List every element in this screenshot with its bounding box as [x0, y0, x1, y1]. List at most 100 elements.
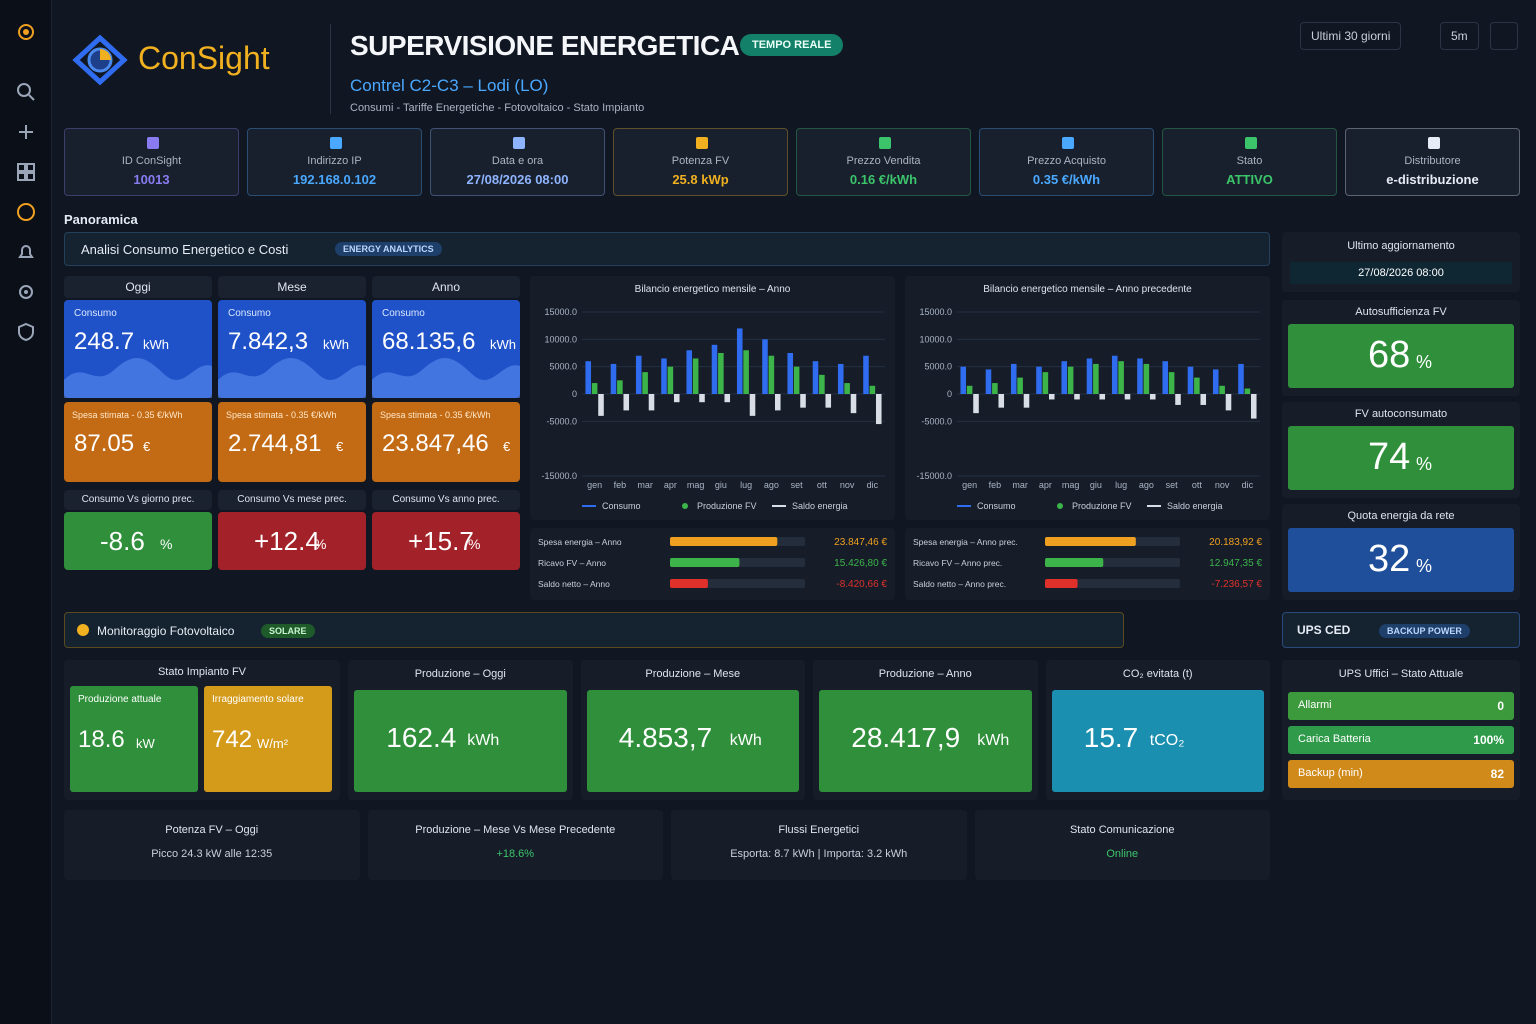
bar — [736, 328, 743, 394]
dashboards-icon[interactable] — [14, 160, 38, 184]
x-tick-label: ago — [1139, 480, 1154, 490]
x-tick-label: apr — [1039, 480, 1052, 490]
card-icon — [329, 137, 342, 149]
explore-icon[interactable] — [14, 200, 38, 224]
bar — [673, 394, 680, 403]
ups-label: Carica Batteria — [1298, 733, 1371, 745]
y-tick-label: 10000.0 — [544, 334, 577, 344]
cost-unit: € — [503, 439, 511, 454]
card-value: ATTIVO — [1226, 172, 1273, 187]
cost-bars: Spesa energia – Anno 23.847,46 € Ricavo FV… — [538, 537, 887, 590]
shield-icon[interactable] — [14, 320, 38, 344]
compare-header: Consumo Vs anno prec. — [372, 490, 520, 510]
settings-icon[interactable] — [14, 280, 38, 304]
bar — [1118, 361, 1124, 394]
bar — [617, 380, 623, 394]
card-label: Prezzo Acquisto — [1027, 155, 1106, 167]
bar — [1010, 363, 1017, 394]
tile-value-box: 28.417,9 kWh — [819, 690, 1032, 792]
y-tick-label: -15000.0 — [541, 471, 577, 481]
bar — [825, 394, 832, 408]
alerts-icon[interactable] — [14, 240, 38, 264]
kpi-value: 68 — [1368, 334, 1411, 376]
legend-label: Produzione FV — [1072, 501, 1132, 511]
sparkline-area — [218, 358, 366, 398]
bar — [1099, 394, 1106, 400]
section-banner: Analisi Consumo Energetico e Costi ENERGY… — [64, 232, 1270, 266]
tile-value: 162.4 — [386, 722, 457, 753]
kpi-label: Autosufficienza FV — [1355, 306, 1447, 318]
bar — [863, 355, 869, 394]
cost-value: -7.236,57 € — [1211, 579, 1262, 590]
compare-unit: % — [160, 536, 173, 552]
bar — [1194, 377, 1200, 394]
bar — [1074, 394, 1080, 400]
banner-badge: ENERGY ANALYTICS — [335, 242, 442, 256]
consumption-value: 68.135,6 — [382, 328, 476, 355]
bar — [1250, 394, 1257, 419]
card-label: Stato — [1236, 155, 1263, 167]
bar — [1238, 363, 1244, 394]
sidebar — [0, 0, 52, 1024]
cost-value: 23.847,46 € — [834, 537, 887, 548]
kpi-unit: % — [1416, 556, 1433, 576]
add-icon[interactable] — [14, 120, 38, 144]
tile-value: 28.417,9 — [851, 722, 961, 753]
info-card: Data e ora 27/08/2026 08:00 — [430, 128, 605, 196]
tv-mode-button[interactable] — [1490, 22, 1518, 50]
footer-title: Produzione – Mese Vs Mese Precedente — [415, 824, 616, 836]
subtitle: Contrel C2-C3 – Lodi (LO) — [350, 76, 549, 95]
pv-tile: Produzione – Anno 28.417,9 kWh — [813, 660, 1038, 800]
ups-row: Carica Batteria 100% — [1288, 726, 1514, 754]
home-icon[interactable] — [14, 20, 38, 44]
sparkline-area — [372, 358, 520, 398]
cost-track — [1045, 579, 1180, 588]
last-update: Ultimo aggiornamento 27/08/2026 08:00 — [1282, 232, 1520, 292]
cost-label: Ricavo FV – Anno prec. — [913, 558, 1002, 568]
banner-title: Monitoraggio Fotovoltaico — [97, 624, 235, 638]
cost-value: 2.744,81 — [228, 430, 322, 457]
bar — [661, 358, 667, 394]
card-icon — [146, 137, 159, 149]
card-icon — [1061, 137, 1074, 149]
time-range[interactable]: Ultimi 30 giorni — [1300, 22, 1402, 50]
cost-label: Spesa energia – Anno — [538, 537, 622, 547]
card-label: ID ConSight — [121, 155, 182, 167]
tile-value-box: 4.853,7 kWh — [586, 690, 799, 792]
ups-banner: UPS CED BACKUP POWER — [1282, 612, 1520, 648]
ups-row: Allarmi 0 — [1288, 692, 1514, 720]
refresh-interval[interactable]: 5m — [1440, 22, 1479, 50]
x-tick-label: set — [791, 480, 804, 490]
bar — [1061, 361, 1068, 394]
consumption-label: Consumo — [228, 308, 271, 319]
card-value: 27/08/2026 08:00 — [466, 172, 569, 187]
compare-header: Consumo Vs mese prec. — [218, 490, 366, 510]
pv-status-tile: Irraggiamento solare 742 W/m² — [204, 686, 332, 792]
bar — [768, 355, 775, 394]
compare-value: +15.7 — [408, 526, 474, 556]
card-value: e-distribuzione — [1386, 172, 1479, 187]
card-label: Potenza FV — [671, 155, 730, 167]
sparkline — [64, 358, 212, 398]
compare-tile: +12.4% — [218, 512, 366, 570]
card-value: 25.8 kWp — [672, 172, 729, 187]
bar — [1017, 377, 1023, 394]
bar — [1086, 358, 1093, 394]
bar — [800, 394, 806, 408]
y-tick-label: -5000.0 — [546, 416, 577, 426]
kpi-tile: 68% — [1288, 324, 1514, 388]
y-tick-label: 5000.0 — [549, 362, 577, 372]
period-header: Anno — [372, 276, 520, 298]
bar — [1124, 394, 1131, 400]
x-tick-label: dic — [1242, 480, 1254, 490]
legend-label: Consumo — [602, 501, 641, 511]
cost-bar — [670, 537, 778, 546]
bar — [762, 339, 768, 394]
tile-label: Produzione – Oggi — [414, 668, 506, 680]
search-icon[interactable] — [14, 80, 38, 104]
cost-bar — [1045, 537, 1136, 546]
bar — [686, 350, 693, 394]
consumption-value: 248.7 — [74, 328, 135, 355]
card-value: 10013 — [133, 172, 170, 187]
